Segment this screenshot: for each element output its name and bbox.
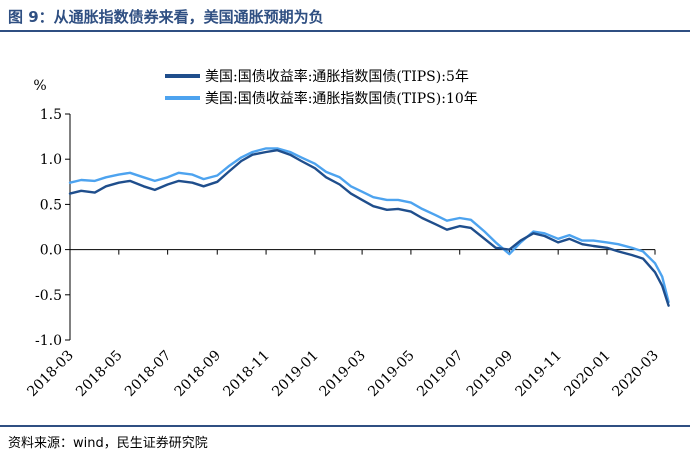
line-chart: % 1.51.00.50.0-0.5-1.0 2018-032018-05201… bbox=[24, 68, 670, 400]
x-tick-label: 2019-03 bbox=[316, 348, 368, 400]
y-tick-label: -0.5 bbox=[35, 288, 62, 304]
x-axis: 2018-032018-052018-072018-092018-112019-… bbox=[24, 249, 662, 400]
x-tick-label: 2019-11 bbox=[513, 348, 565, 400]
x-tick-label: 2019-09 bbox=[464, 348, 516, 400]
y-axis-unit-label: % bbox=[33, 78, 46, 94]
legend-label-10y: 美国:国债收益率:通胀指数国债(TIPS):10年 bbox=[205, 90, 478, 107]
x-tick-label: 2020-01 bbox=[561, 348, 613, 400]
x-tick-label: 2019-05 bbox=[365, 348, 417, 400]
x-tick-label: 2018-05 bbox=[73, 348, 125, 400]
x-tick-label: 2018-11 bbox=[220, 348, 272, 400]
figure-source: 资料来源：wind，民生证券研究院 bbox=[8, 436, 208, 451]
series-line-5y bbox=[68, 148, 670, 307]
figure-title: 图 9：从通胀指数债券来看，美国通胀预期为负 bbox=[8, 8, 324, 26]
y-tick-label: 0.0 bbox=[40, 243, 62, 259]
y-tick-label: 1.5 bbox=[40, 107, 62, 123]
x-tick-label: 2019-01 bbox=[269, 348, 321, 400]
legend-label-5y: 美国:国债收益率:通胀指数国债(TIPS):5年 bbox=[205, 68, 469, 85]
footer-rule bbox=[0, 425, 690, 427]
x-tick-label: 2018-09 bbox=[172, 348, 224, 400]
figure-header: 图 9：从通胀指数债券来看，美国通胀预期为负 bbox=[0, 0, 690, 32]
x-tick-label: 2019-07 bbox=[414, 348, 466, 400]
x-tick-label: 2018-03 bbox=[24, 348, 76, 400]
x-tick-label: 2018-07 bbox=[122, 348, 174, 400]
legend: 美国:国债收益率:通胀指数国债(TIPS):5年美国:国债收益率:通胀指数国债(… bbox=[165, 68, 478, 107]
y-tick-label: 0.5 bbox=[40, 197, 62, 213]
y-tick-label: 1.0 bbox=[40, 152, 62, 168]
plot-series bbox=[68, 147, 670, 307]
y-tick-label: -1.0 bbox=[35, 333, 62, 349]
series-line-10y bbox=[68, 147, 670, 304]
y-axis: 1.5 1.0 0.5 0.0 -0.5 -1.0 bbox=[35, 107, 71, 349]
x-tick-label: 2020-03 bbox=[609, 348, 661, 400]
